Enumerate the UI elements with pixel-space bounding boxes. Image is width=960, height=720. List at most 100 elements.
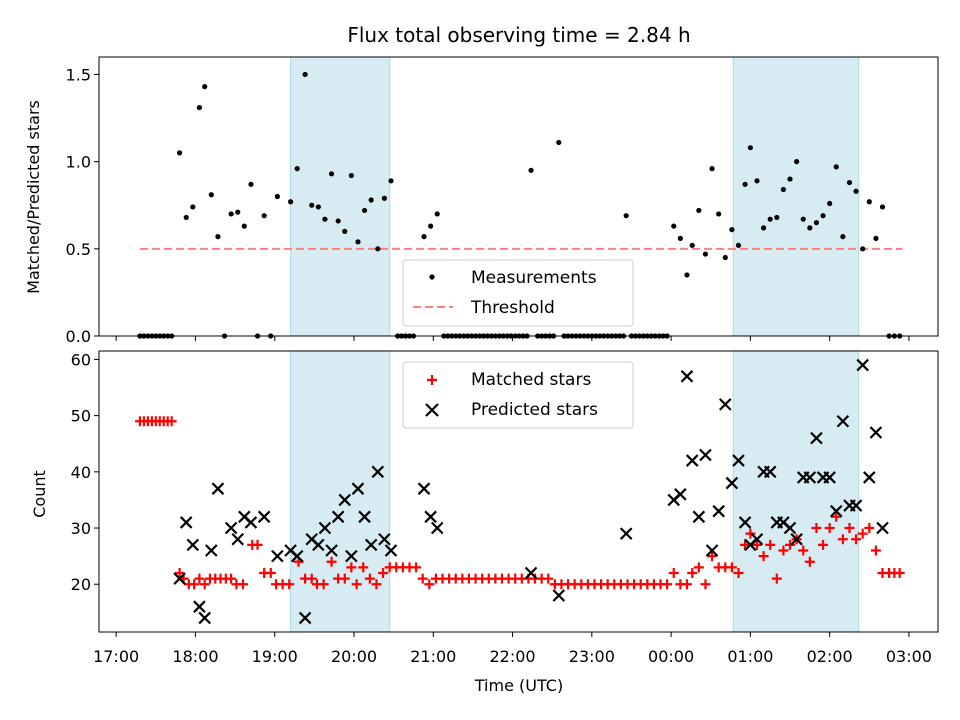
measurement-point [794,159,800,165]
y-tick-label: 30 [71,519,91,538]
measurement-point [846,179,853,186]
measurement-point [827,200,833,207]
predicted-star-point [358,510,371,524]
measurement-point [228,211,234,217]
predicted-star-point [869,426,883,439]
matched-star-point [346,562,357,573]
matched-star-point [543,573,554,584]
predicted-star-point [338,493,352,507]
measurement-point [294,166,300,172]
matched-star-point [894,567,905,578]
measurement-point [190,204,196,210]
bottom-x-axis-ticks: 17:00 18:00 19:00 20:00 21:00 22:00 23:00 00:00… [93,632,932,666]
measurement-point [813,220,820,226]
predicted-star-point [863,471,876,484]
matched-star-point [326,556,337,567]
measurement-point [235,209,241,215]
predicted-star-point [378,532,391,546]
matched-star-point [226,573,237,584]
measurement-point [241,223,247,229]
matched-star-point [837,534,848,545]
predicted-star-point [179,516,193,529]
chart-title: Flux total observing time = 2.84 h [347,23,690,47]
matched-star-point [687,567,698,578]
legend-predicted-label: Predicted stars [471,400,598,420]
bottom-y-axis-ticks: 20 30 40 50 60 [71,350,99,594]
measurement-point [760,225,767,231]
x-tick-label: 22:00 [489,647,535,666]
predicted-star-point [325,544,338,557]
matched-star-point [751,539,762,550]
measurement-point [702,251,709,257]
legend-matched-label: Matched stars [471,370,591,390]
measurement-point [361,207,368,214]
top-shaded-intervals [290,57,860,336]
measurement-point [434,211,440,217]
measurement-point [183,214,189,221]
predicted-star-point [318,521,332,535]
measurement-point [866,199,872,205]
measurement-point [368,197,374,203]
measurement-point [677,235,683,241]
shaded-interval-1 [733,351,859,632]
predicted-star-point [224,521,238,535]
matched-star-point [700,579,711,590]
matched-star-point [284,579,295,590]
matched-star-point [252,539,263,550]
predicted-star-point [750,532,764,546]
top-y-axis-ticks: 0.0 0.5 1.0 1.5 [66,65,99,346]
predicted-star-point [680,370,694,383]
matched-stars-series [134,416,905,590]
measurement-point [381,195,387,201]
top-axes-frame [98,56,939,337]
matched-star-point [870,545,881,556]
measurement-point [684,272,690,278]
y-tick-label: 40 [71,463,91,482]
predicted-star-point [783,521,797,535]
matched-star-point [662,579,673,590]
matched-star-point [831,511,842,522]
measurement-point [348,172,354,179]
x-tick-label: 20:00 [331,647,377,666]
predicted-star-point [732,454,745,467]
matched-star-point [411,562,422,573]
x-axis-label: Time (UTC) [474,676,563,695]
measurement-point [274,193,280,200]
measurement-point [747,145,753,151]
matched-star-point [745,528,756,539]
measurement-point [873,235,879,241]
matched-star-point [851,534,862,545]
x-tick-label: 02:00 [807,647,853,666]
measurement-point [208,192,214,198]
measurement-point [176,150,183,156]
measurement-point [689,242,695,248]
measurement-point [202,84,208,90]
measurement-point [800,216,806,222]
predicted-star-point [705,544,719,557]
matched-star-point [378,567,389,578]
x-tick-label: 01:00 [727,647,773,666]
measurement-point [556,139,562,146]
matched-star-point [857,528,868,539]
matched-star-point [740,539,751,550]
measurement-point [729,227,735,233]
measurement-point [428,223,434,229]
predicted-star-point [257,510,271,524]
predicted-star-point [345,549,358,563]
matched-star-point [707,551,718,562]
predicted-star-point [173,572,186,585]
predicted-star-point [424,510,437,524]
predicted-star-point [271,549,284,563]
measurement-point [342,228,348,234]
matched-star-point [339,573,350,584]
measurement-point [767,216,773,222]
predicted-star-point [430,521,444,535]
predicted-star-point [417,482,431,495]
predicted-star-point [823,471,836,484]
predicted-star-point [725,476,739,490]
measurement-point [840,234,846,240]
predicted-star-point [810,431,823,445]
matched-star-point [358,562,369,573]
matched-star-point [693,562,704,573]
